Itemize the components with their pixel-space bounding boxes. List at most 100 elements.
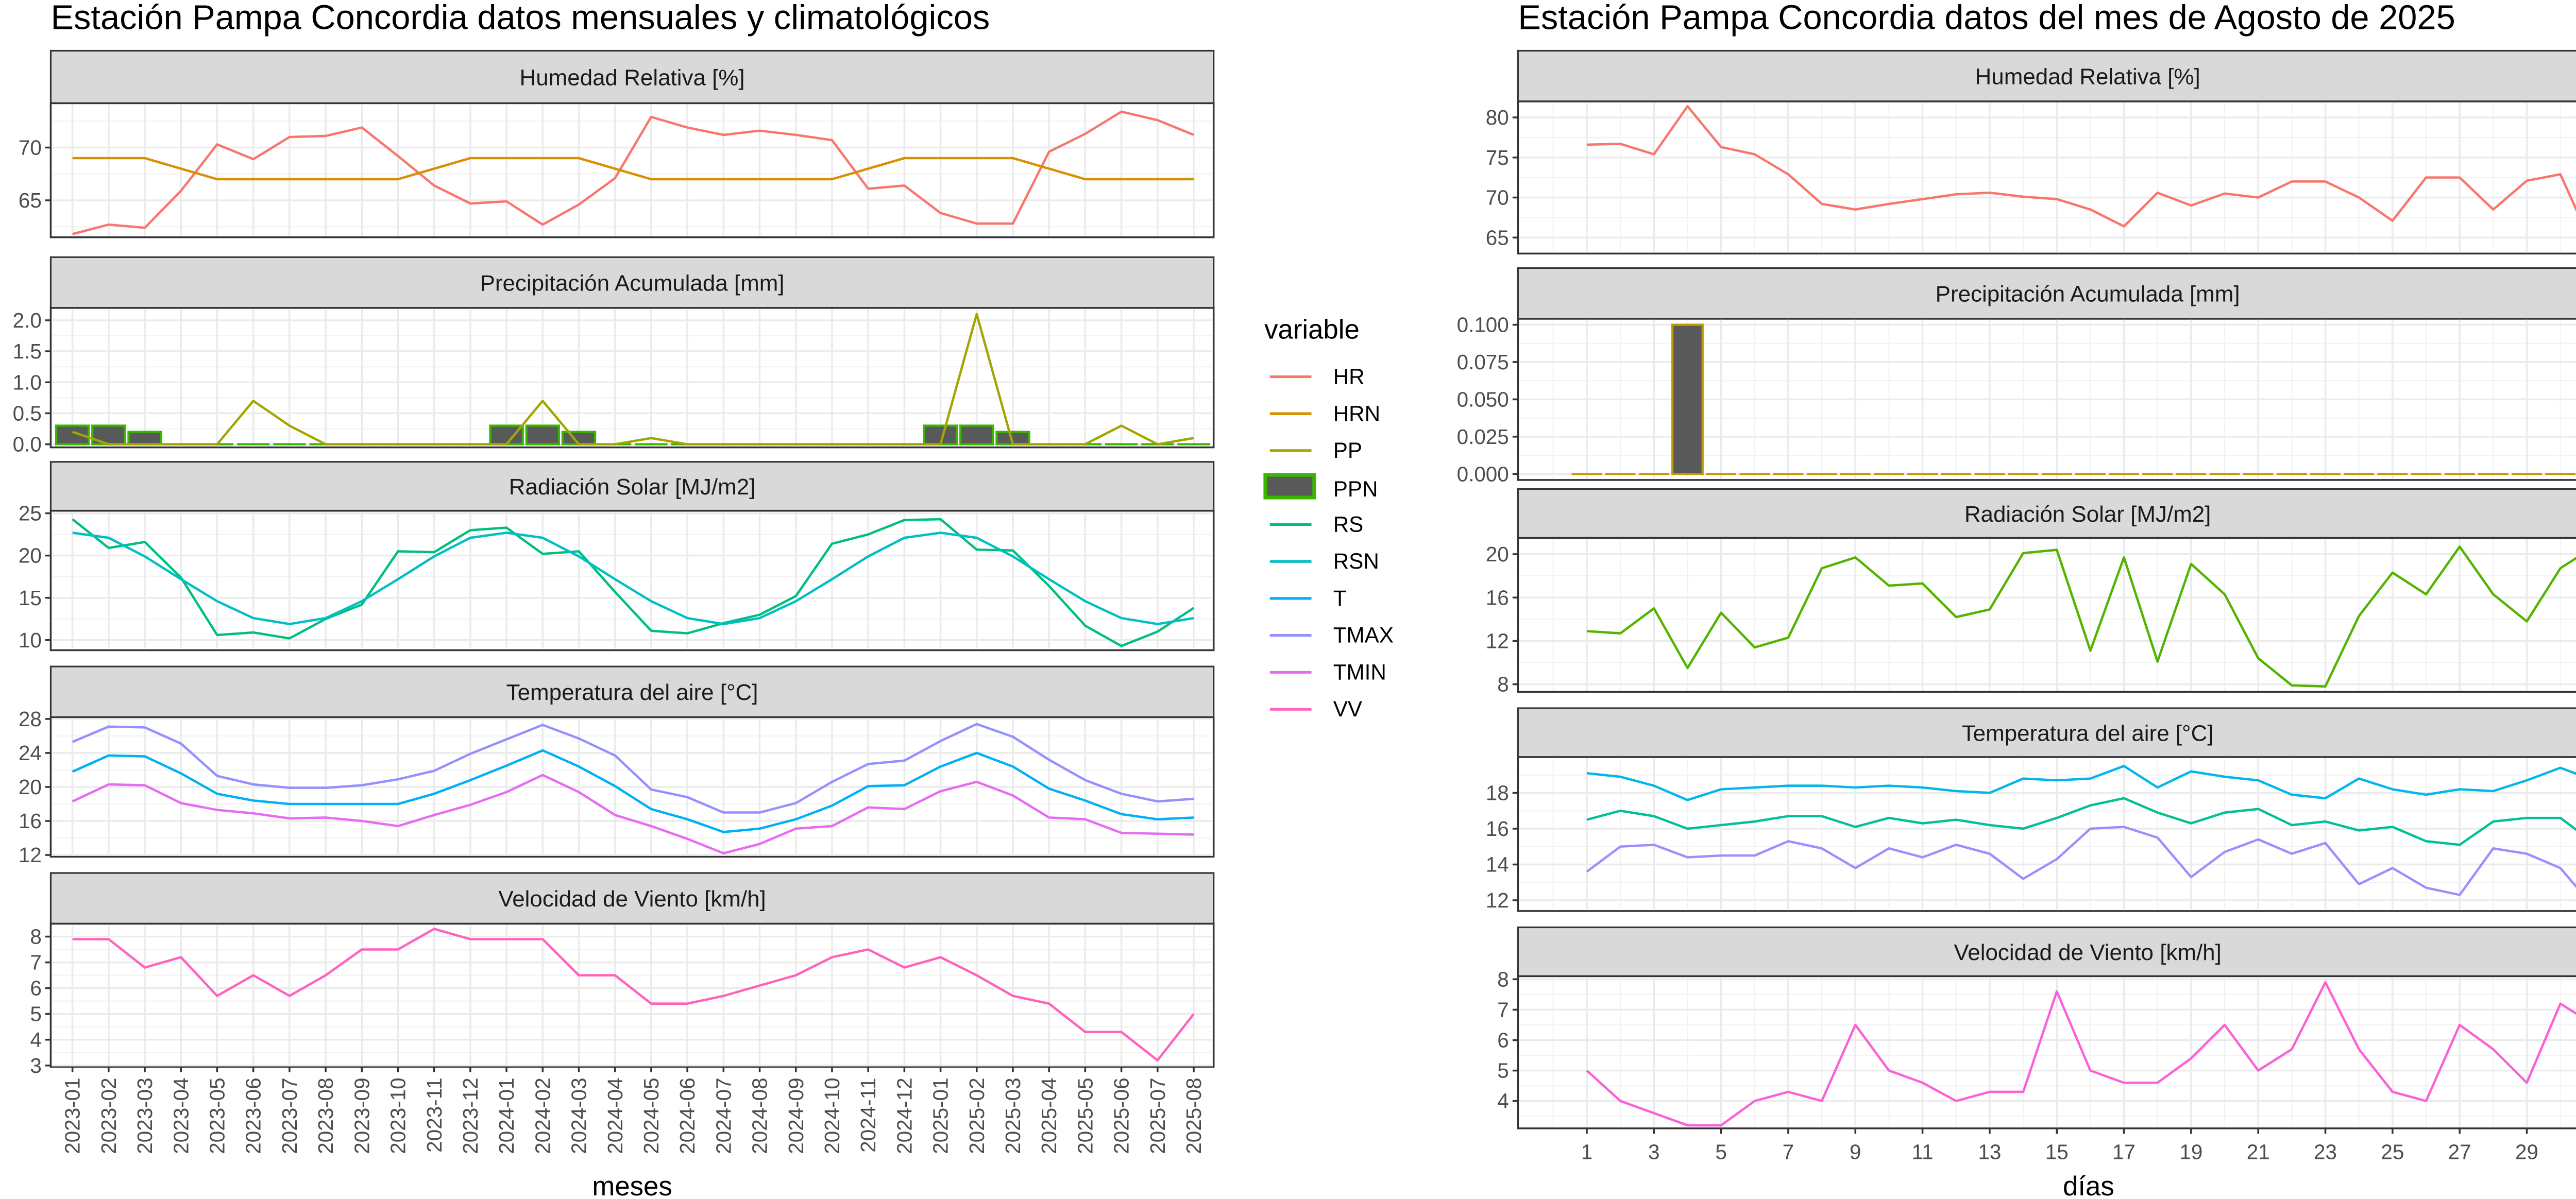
line-rs: [72, 518, 1195, 647]
y-tick-label: 0.075: [1457, 350, 1509, 374]
panel-precipitaci-n-acumulada-mm: Precipitación Acumulada [mm] 0.000 0.025 0.…: [1457, 267, 2576, 486]
x-tick-label: 2025-02: [965, 1077, 989, 1154]
legend-label: T: [1333, 586, 1347, 610]
series-hr: [1586, 105, 2576, 228]
bar-pp: [2109, 473, 2139, 475]
bar-pp: [2444, 473, 2475, 475]
x-tick-label: 25: [2381, 1140, 2404, 1164]
x-tick-label: 2024-10: [820, 1077, 844, 1154]
bar-pp: [2310, 473, 2341, 475]
legend-item-hrn: HRN: [1269, 401, 1380, 425]
y-tick-label: 1.0: [13, 370, 42, 394]
y-tick-label: 0.5: [13, 401, 42, 425]
plot-area: [49, 509, 1215, 652]
y-tick-label: 0.000: [1457, 462, 1509, 486]
bar-ppn: [489, 424, 524, 446]
left-legend: variable HR HRN PP PPN RS RSN T TMAX TMIN VV: [1263, 315, 1394, 721]
y-tick-label: 65: [19, 189, 42, 212]
x-tick-label: 3: [1648, 1140, 1659, 1164]
x-tick-label: 2024-01: [495, 1077, 518, 1154]
legend-item-tmax: TMAX: [1269, 623, 1394, 647]
y-tick-label: 8: [1497, 673, 1509, 696]
y-tick-label: 0.100: [1457, 313, 1509, 337]
y-tick-label: 5: [1497, 1059, 1509, 1083]
y-tick-label: 28: [19, 707, 42, 731]
bar-pp: [2478, 473, 2509, 475]
legend-item-tmin: TMIN: [1269, 660, 1386, 684]
right-chart: Humedad Relativa [%]65707580Precipitació…: [1457, 49, 2576, 1164]
y-tick-label: 75: [1486, 146, 1509, 169]
bar-pp: [1638, 473, 1669, 475]
legend-label: PPN: [1333, 477, 1378, 501]
bar-pp: [1806, 473, 1837, 475]
x-tick-label: 19: [2179, 1140, 2202, 1164]
x-tick-label: 2023-03: [133, 1077, 157, 1154]
x-tick-label: 2024-12: [892, 1077, 916, 1154]
series-tmin: [1586, 826, 2576, 896]
y-tick-label: 20: [19, 544, 42, 568]
x-tick-label: 2024-08: [748, 1077, 772, 1154]
bar-pp: [1571, 473, 1602, 475]
y-tick-label: 70: [1486, 186, 1509, 210]
x-tick-label: 2023-12: [459, 1077, 482, 1154]
y-tick-label: 6: [30, 977, 41, 1000]
x-tick-label: 13: [1978, 1140, 2001, 1164]
bar-pp: [2545, 473, 2575, 475]
x-tick-label: 1: [1581, 1140, 1592, 1164]
plot-area: [1517, 756, 2576, 912]
bar-pp: [1974, 473, 2005, 475]
line-tmin: [72, 774, 1194, 855]
bar-ppn: [273, 443, 306, 446]
bar-pp: [2075, 473, 2106, 475]
x-tick-label: 2024-03: [567, 1077, 591, 1154]
legend-label: HRN: [1333, 401, 1380, 425]
y-tick-label: 20: [1486, 542, 1509, 566]
left-chart: Humedad Relativa [%] 65 70 Precipitación Ac…: [13, 49, 1215, 1154]
panel-strip: [1517, 49, 2576, 102]
legend-item-ppn: PPN: [1263, 473, 1378, 501]
x-tick-label: 2023-07: [278, 1077, 301, 1154]
bar-pp: [2176, 473, 2207, 475]
bar-pp: [2008, 473, 2039, 475]
y-tick-label: 12: [1486, 629, 1509, 653]
bar-ppn: [959, 424, 994, 446]
legend-label: TMIN: [1333, 660, 1386, 684]
bar-pp: [1739, 473, 1770, 475]
panel-radiaci-n-solar-mj-m2: Radiación Solar [MJ/m2] 10 15 20 25: [19, 461, 1215, 652]
panel-strip: [1517, 267, 2576, 320]
x-tick-label: 2024-09: [784, 1077, 808, 1154]
y-tick-label: 14: [1486, 853, 1509, 877]
left-x-axis-title: meses: [592, 1171, 672, 1199]
x-tick-label: 2024-07: [711, 1077, 735, 1154]
plot-area: [1517, 975, 2576, 1129]
x-tick-label: 2023-01: [61, 1077, 84, 1154]
panel-humedad-relativa: Humedad Relativa [%] 65 70: [19, 49, 1215, 238]
y-tick-label: 18: [1486, 781, 1509, 805]
x-tick-label: 2025-07: [1146, 1077, 1170, 1154]
y-tick-label: 70: [19, 136, 42, 160]
panel-strip-label: Temperatura del aire [°C]: [506, 680, 758, 705]
bar-ppn: [1177, 443, 1210, 446]
bar-ppn: [561, 431, 597, 446]
panel-temperatura-del-aire-c: Temperatura del aire [°C] 12 14 16 18: [1486, 707, 2576, 912]
series-tmax: [1586, 765, 2576, 801]
x-tick-label: 2024-02: [531, 1077, 554, 1154]
y-tick-label: 8: [30, 925, 41, 949]
panel-strip: [49, 665, 1215, 718]
x-tick-label: 23: [2314, 1140, 2337, 1164]
line-t: [72, 749, 1194, 833]
panel-strip: [1517, 926, 2576, 978]
right-x-axis-title: días: [2063, 1171, 2114, 1199]
series-hr: [72, 110, 1194, 235]
legend-item-rs: RS: [1269, 512, 1363, 536]
bar-pp: [2277, 473, 2307, 475]
bar-pp: [2243, 473, 2274, 475]
x-tick-label: 27: [2448, 1140, 2471, 1164]
bar-pp: [1874, 473, 1904, 475]
series-tmin: [72, 774, 1194, 855]
panel-strip: [49, 256, 1215, 309]
legend-title: variable: [1264, 315, 1360, 345]
